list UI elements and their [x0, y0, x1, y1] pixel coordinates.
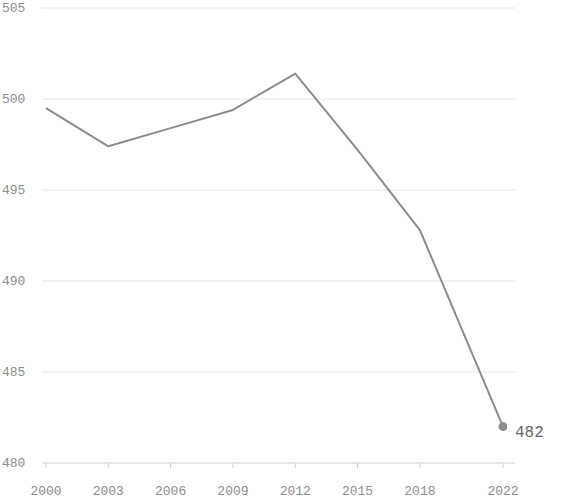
x-tick-label: 2009 [217, 484, 248, 499]
x-tick [108, 463, 109, 468]
grid-line [42, 281, 515, 282]
x-tick-label: 2003 [93, 484, 124, 499]
x-tick-label: 2018 [404, 484, 435, 499]
x-tick-label: 2000 [30, 484, 61, 499]
y-tick-label: 480 [2, 456, 25, 471]
grid-line [42, 8, 515, 9]
y-tick-label: 495 [2, 183, 25, 198]
y-tick-label: 500 [2, 92, 25, 107]
x-tick [503, 463, 504, 468]
x-tick-label: 2022 [487, 484, 518, 499]
x-tick [170, 463, 171, 468]
end-marker [499, 422, 508, 431]
x-tick-label: 2015 [342, 484, 373, 499]
x-tick [232, 463, 233, 468]
x-tick-label: 2006 [155, 484, 186, 499]
grid-line [42, 190, 515, 191]
y-tick-label: 485 [2, 365, 25, 380]
plot-area [46, 74, 507, 432]
chart: 480 485 490 495 500 505 2000 2003 2006 2009 2012 20… [0, 0, 562, 501]
x-tick [46, 463, 47, 468]
x-tick [357, 463, 358, 468]
grid-line [42, 463, 515, 464]
line [46, 74, 503, 427]
annotation: 482 [515, 424, 544, 442]
y-tick-label: 505 [2, 1, 25, 16]
y-tick-label: 490 [2, 274, 25, 289]
x-tick-label: 2012 [280, 484, 311, 499]
grid-line [42, 99, 515, 100]
x-tick [419, 463, 420, 468]
grid-line [42, 372, 515, 373]
x-tick [295, 463, 296, 468]
